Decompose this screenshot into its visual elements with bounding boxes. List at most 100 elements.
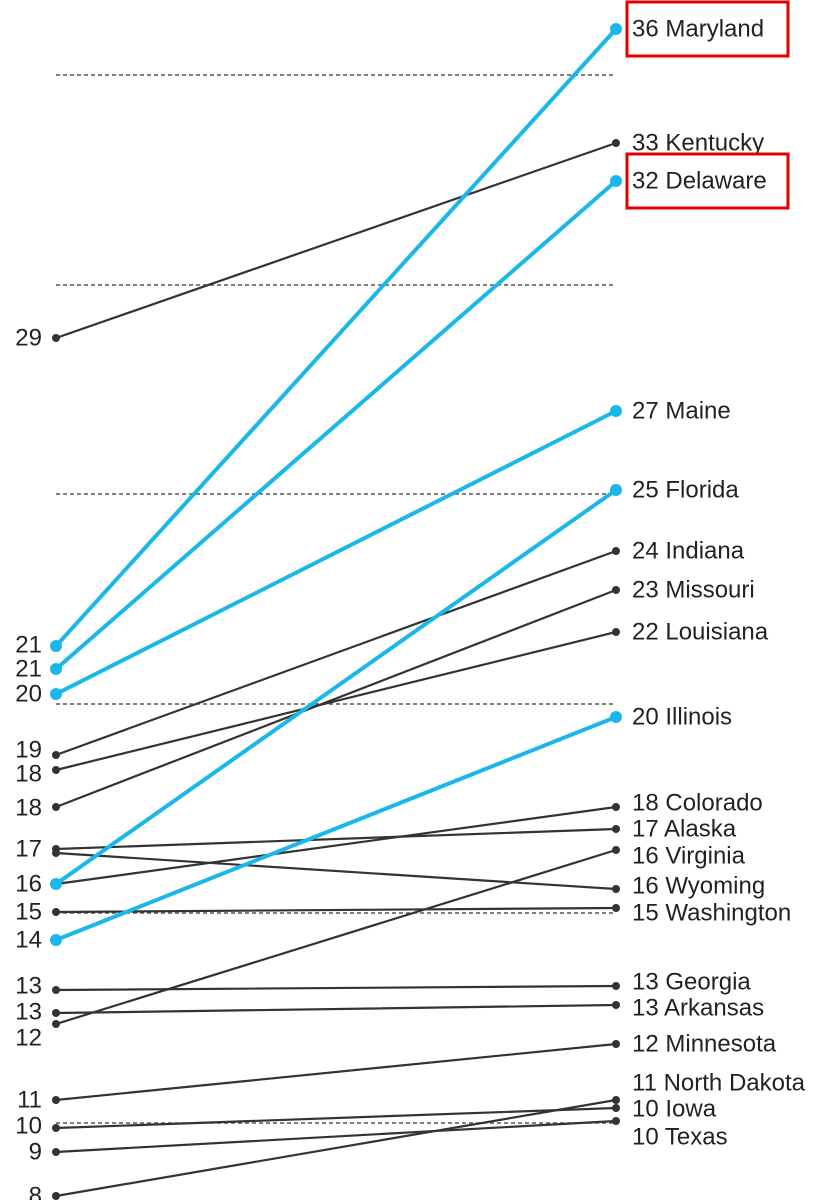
end-label-florida: 25 Florida (632, 477, 739, 504)
end-label-colorado: 18 Colorado (632, 790, 763, 817)
series-line-maine (54, 409, 618, 696)
start-point-florida (50, 878, 62, 890)
start-label-louisiana: 18 (15, 795, 42, 822)
start-point-maryland (50, 640, 62, 652)
series-line-illinois (54, 715, 618, 942)
start-label-arkansas: 13 (15, 999, 42, 1026)
series-lines (54, 27, 618, 1198)
start-point-virginia (52, 1020, 60, 1028)
end-label-illinois: 20 Illinois (632, 704, 732, 731)
series-labels: 21 36 Maryland 29 33 Kentucky 21 32 Delaware 2… (15, 16, 805, 1200)
end-point-georgia (612, 982, 620, 990)
start-point-kentucky (52, 334, 60, 342)
end-point-alaska (612, 825, 620, 833)
start-label-indiana: 19 (15, 737, 42, 764)
end-point-wyoming (612, 885, 620, 893)
series-dots (50, 23, 622, 1200)
end-point-virginia (612, 846, 620, 854)
end-label-minnesota: 12 Minnesota (632, 1031, 777, 1058)
start-point-wyoming (52, 849, 60, 857)
end-label-texas: 10 Texas (632, 1124, 728, 1151)
series-line-georgia (54, 984, 618, 992)
end-label-delaware: 32 Delaware (632, 168, 767, 195)
series-line-alaska (54, 827, 618, 851)
series-line-wyoming (54, 851, 618, 891)
end-point-illinois (610, 711, 622, 723)
start-label-washington: 15 (15, 899, 42, 926)
start-point-indiana (52, 751, 60, 759)
end-point-delaware (610, 175, 622, 187)
series-line-delaware (54, 179, 618, 671)
series-line-north-dakota (54, 1098, 618, 1198)
series-line-maryland (54, 27, 618, 648)
series-line-virginia (54, 848, 618, 1026)
end-point-washington (612, 904, 620, 912)
start-point-delaware (50, 663, 62, 675)
start-label-alaska: 17 (15, 836, 42, 863)
start-point-north-dakota (52, 1192, 60, 1200)
end-label-iowa: 10 Iowa (632, 1096, 717, 1123)
start-point-iowa (52, 1124, 60, 1132)
start-point-missouri (52, 803, 60, 811)
start-label-minnesota: 11 (17, 1087, 42, 1114)
end-label-north-dakota: 11 North Dakota (632, 1070, 806, 1097)
end-label-arkansas: 13 Arkansas (632, 995, 764, 1022)
start-label-delaware: 21 (15, 656, 42, 683)
end-point-indiana (612, 547, 620, 555)
gridlines (56, 74, 616, 1124)
start-label-maine: 20 (15, 681, 42, 708)
start-label-north-dakota: 8 (29, 1183, 42, 1200)
end-label-georgia: 13 Georgia (632, 969, 751, 996)
series-line-iowa (54, 1106, 618, 1130)
start-point-washington (52, 908, 60, 916)
end-point-iowa (612, 1104, 620, 1112)
start-label-georgia: 13 (15, 973, 42, 1000)
end-label-missouri: 23 Missouri (632, 577, 755, 604)
start-label-texas: 9 (29, 1139, 42, 1166)
series-line-washington (54, 906, 618, 914)
series-line-louisiana (54, 630, 618, 772)
end-label-indiana: 24 Indiana (632, 538, 745, 565)
series-line-colorado (54, 805, 618, 886)
end-point-florida (610, 484, 622, 496)
start-point-louisiana (52, 766, 60, 774)
end-point-missouri (612, 586, 620, 594)
start-label-kentucky: 29 (15, 325, 42, 352)
annotation-box-maryland (625, 0, 790, 58)
end-point-colorado (612, 803, 620, 811)
end-label-virginia: 16 Virginia (632, 843, 746, 870)
series-line-texas (54, 1119, 618, 1154)
start-label-iowa: 10 (15, 1113, 42, 1140)
end-label-wyoming: 16 Wyoming (632, 873, 765, 900)
end-point-maine (610, 405, 622, 417)
end-point-texas (612, 1117, 620, 1125)
series-line-florida (54, 488, 618, 886)
start-point-illinois (50, 934, 62, 946)
start-point-georgia (52, 986, 60, 994)
start-point-maine (50, 688, 62, 700)
start-label-virginia: 12 (15, 1025, 42, 1052)
series-line-arkansas (54, 1003, 618, 1015)
end-point-maryland (610, 23, 622, 35)
end-point-arkansas (612, 1001, 620, 1009)
end-label-kentucky: 33 Kentucky (632, 130, 764, 157)
series-line-indiana (54, 549, 618, 757)
start-label-illinois: 14 (15, 927, 42, 954)
end-label-maine: 27 Maine (632, 398, 731, 425)
start-label-maryland: 21 (15, 632, 42, 659)
annotation-boxes (625, 0, 790, 210)
end-label-louisiana: 22 Louisiana (632, 619, 769, 646)
series-line-kentucky (54, 141, 618, 340)
end-label-maryland: 36 Maryland (632, 16, 764, 43)
series-line-missouri (54, 588, 618, 809)
start-label-florida: 16 (15, 871, 42, 898)
start-point-texas (52, 1148, 60, 1156)
end-label-washington: 15 Washington (632, 900, 791, 927)
start-label-missouri: 18 (15, 761, 42, 788)
series-line-minnesota (54, 1042, 618, 1102)
end-point-kentucky (612, 139, 620, 147)
start-point-minnesota (52, 1096, 60, 1104)
end-point-minnesota (612, 1040, 620, 1048)
annotation-box-delaware (625, 152, 790, 210)
